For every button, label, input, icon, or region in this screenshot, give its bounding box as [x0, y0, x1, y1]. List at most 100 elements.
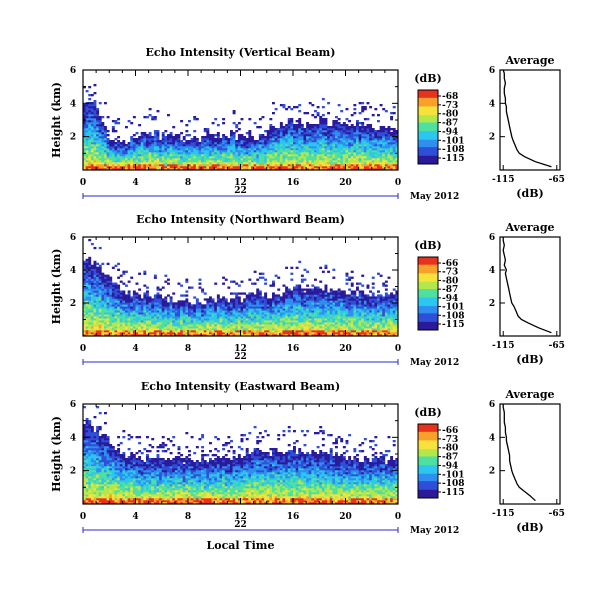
- heatmap-cell: [261, 298, 265, 301]
- heatmap-cell: [300, 294, 304, 297]
- heatmap-cell: [243, 140, 247, 143]
- heatmap-cell: [311, 294, 315, 297]
- heatmap-cell: [321, 320, 325, 323]
- heatmap-cell: [319, 290, 323, 293]
- heatmap-cell: [340, 140, 344, 143]
- heatmap-cell: [340, 168, 344, 171]
- heatmap-cell: [253, 316, 257, 319]
- heatmap-cell: [190, 148, 194, 151]
- heatmap-cell: [222, 144, 226, 147]
- heatmap-cell: [167, 322, 170, 325]
- heatmap-cell: [90, 118, 94, 121]
- heatmap-cell: [327, 320, 331, 323]
- heatmap-cell: [140, 324, 144, 327]
- heatmap-cell: [211, 144, 215, 147]
- heatmap-cell: [235, 330, 239, 333]
- heatmap-cell: [83, 260, 86, 264]
- heatmap-cell: [138, 310, 142, 313]
- heatmap-cell: [243, 154, 247, 157]
- heatmap-cell: [98, 302, 102, 305]
- month-label-0: May 2012: [410, 192, 459, 202]
- heatmap-cell: [264, 278, 268, 281]
- heatmap-cell: [209, 138, 212, 141]
- heatmap-cell: [83, 166, 86, 169]
- heatmap-cell: [324, 312, 328, 315]
- heatmap-cell: [211, 306, 215, 309]
- heatmap-cell: [85, 166, 89, 169]
- heatmap-cell: [287, 298, 291, 301]
- heatmap-cell: [245, 316, 249, 319]
- heatmap-cell: [345, 124, 349, 127]
- heatmap-cell: [180, 150, 184, 153]
- heatmap-cell: [306, 314, 310, 317]
- heatmap-cell: [164, 280, 168, 283]
- heatmap-cell: [209, 296, 212, 299]
- heatmap-cell: [111, 296, 115, 299]
- heatmap-cell: [279, 160, 283, 163]
- heatmap-cell: [269, 326, 273, 329]
- heatmap-cell: [298, 330, 302, 333]
- heatmap-cell: [251, 296, 254, 299]
- heatmap-cell: [350, 130, 354, 133]
- heatmap-cell: [167, 306, 170, 309]
- heatmap-cell: [156, 138, 160, 141]
- heatmap-cell: [153, 158, 157, 161]
- heatmap-cell: [101, 136, 105, 139]
- heatmap-cell: [193, 324, 197, 327]
- heatmap-cell: [340, 152, 344, 155]
- heatmap-cell: [327, 136, 331, 139]
- heatmap-cell: [306, 142, 310, 145]
- colorbar-segment: [418, 141, 438, 144]
- heatmap-cell: [266, 326, 270, 329]
- heatmap-cell: [93, 142, 97, 145]
- heatmap-cell: [337, 160, 341, 163]
- heatmap-cell: [224, 148, 228, 151]
- heatmap-cell: [366, 154, 370, 157]
- heatmap-cell: [96, 286, 100, 289]
- heatmap-cell: [324, 150, 328, 153]
- heatmap-cell: [293, 330, 296, 333]
- heatmap-cell: [148, 326, 152, 329]
- heatmap-cell: [279, 128, 283, 131]
- heatmap-cell: [138, 150, 142, 153]
- heatmap-cell: [256, 140, 260, 143]
- heatmap-cell: [159, 320, 163, 323]
- heatmap-cell: [125, 156, 128, 159]
- heatmap-cell: [337, 122, 341, 125]
- heatmap-cell: [214, 332, 218, 335]
- heatmap-cell: [324, 302, 328, 305]
- heatmap-cell: [374, 132, 378, 135]
- heatmap-cell: [345, 158, 349, 161]
- heatmap-cell: [190, 162, 194, 165]
- heatmap-cell: [93, 154, 97, 157]
- heatmap-cell: [122, 296, 126, 299]
- heatmap-cell: [272, 302, 275, 305]
- heatmap-cell: [287, 136, 291, 139]
- heatmap-cell: [153, 146, 157, 149]
- heatmap-cell: [211, 334, 215, 337]
- heatmap-cell: [382, 136, 386, 139]
- heatmap-cell: [214, 166, 218, 169]
- heatmap-cell: [245, 298, 249, 301]
- heatmap-cell: [235, 334, 239, 337]
- heatmap-cell: [227, 152, 231, 155]
- heatmap-cell: [193, 296, 197, 299]
- heatmap-cell: [127, 324, 131, 327]
- heatmap-cell: [300, 278, 304, 281]
- heatmap-cell: [143, 144, 147, 147]
- heatmap-cell: [106, 330, 110, 333]
- heatmap-cell: [392, 150, 396, 153]
- heatmap-cell: [104, 290, 107, 293]
- heatmap-cell: [167, 158, 170, 161]
- heatmap-cell: [379, 166, 383, 169]
- heatmap-cell: [98, 272, 102, 275]
- heatmap-cell: [96, 156, 100, 159]
- heatmap-cell: [306, 126, 310, 129]
- heatmap-cell: [319, 128, 323, 131]
- heatmap-cell: [138, 272, 142, 275]
- heatmap-cell: [387, 146, 391, 149]
- heatmap-cell: [227, 166, 231, 169]
- heatmap-cell: [109, 288, 113, 291]
- heatmap-cell: [206, 144, 210, 147]
- heatmap-cell: [156, 160, 160, 163]
